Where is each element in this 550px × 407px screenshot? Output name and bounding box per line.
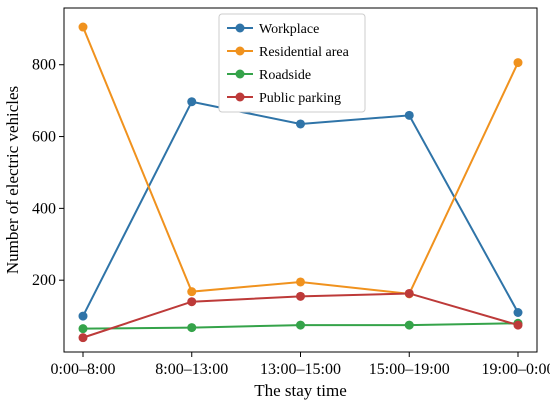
data-point-public-parking <box>513 320 523 330</box>
x-tick-label: 8:00–13:00 <box>155 361 228 378</box>
data-point-workplace <box>187 97 197 107</box>
y-tick-label: 600 <box>32 129 56 146</box>
legend-swatch-marker <box>235 69 245 79</box>
data-point-workplace <box>78 311 88 321</box>
x-tick-label: 13:00–15:00 <box>260 361 341 378</box>
legend-item-residential-area: Residential area <box>227 45 350 60</box>
data-point-workplace <box>513 308 523 318</box>
y-axis-label: Number of electric vehicles <box>3 86 22 274</box>
data-point-roadside <box>296 320 305 330</box>
x-tick-label: 0:00–8:00 <box>51 361 116 378</box>
legend-label: Workplace <box>259 22 319 37</box>
legend: Workplace Residential area Roadside Public … <box>218 13 366 113</box>
data-point-workplace <box>404 110 414 120</box>
y-tick-label: 800 <box>32 57 56 74</box>
y-tick-label: 400 <box>32 200 56 217</box>
legend-item-workplace: Workplace <box>227 22 319 37</box>
x-tick-label: 19:00–0:00 <box>482 361 550 378</box>
legend-swatch-marker <box>235 23 245 33</box>
x-axis-label: The stay time <box>254 381 347 400</box>
legend-item-roadside: Roadside <box>227 68 311 83</box>
data-point-residential-area <box>187 287 197 297</box>
data-point-public-parking <box>187 297 197 307</box>
legend-swatch-marker <box>235 92 245 102</box>
legend-item-public-parking: Public parking <box>227 91 341 106</box>
legend-swatch-marker <box>235 46 245 56</box>
data-point-residential-area <box>78 22 88 32</box>
data-point-public-parking <box>404 288 414 298</box>
legend-box <box>218 13 366 113</box>
legend-label: Public parking <box>259 91 341 106</box>
data-point-public-parking <box>78 333 88 343</box>
y-axis-ticks: 200 400 600 800 <box>32 57 64 289</box>
y-tick-label: 200 <box>32 272 56 289</box>
series-points <box>78 22 523 343</box>
data-point-roadside <box>404 320 414 330</box>
data-point-roadside <box>78 324 88 334</box>
data-point-workplace <box>296 119 305 129</box>
data-point-residential-area <box>296 277 305 287</box>
legend-label: Residential area <box>259 45 350 60</box>
x-axis-ticks: 0:00–8:00 8:00–13:00 13:00–15:00 15:00–19:0… <box>51 352 550 378</box>
x-tick-label: 15:00–19:00 <box>369 361 450 378</box>
data-point-residential-area <box>513 58 523 68</box>
legend-label: Roadside <box>259 68 311 83</box>
data-point-public-parking <box>296 291 305 301</box>
data-point-roadside <box>187 323 197 333</box>
